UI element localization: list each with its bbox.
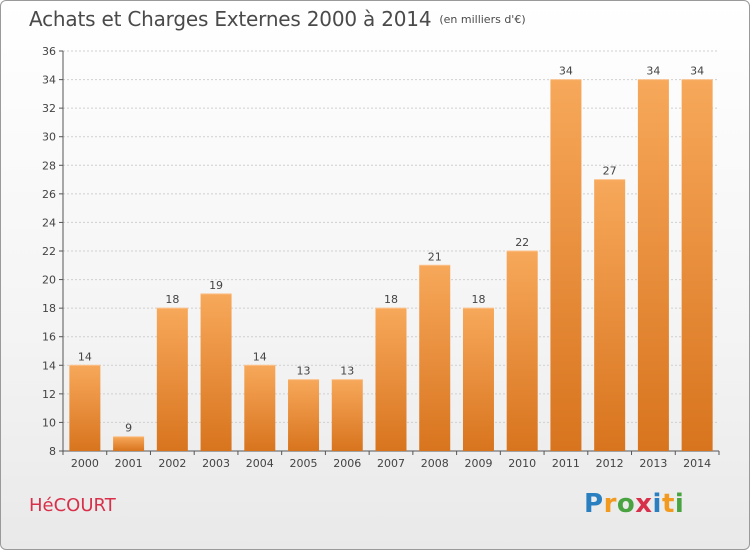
- y-tick-label: 16: [42, 331, 56, 344]
- x-tick-label: 2009: [464, 457, 492, 470]
- bar-value-label: 21: [428, 250, 442, 263]
- bar-value-label: 14: [253, 350, 267, 363]
- y-tick-label: 14: [42, 359, 56, 372]
- x-tick-label: 2014: [683, 457, 711, 470]
- bar: [156, 308, 188, 451]
- bar-value-label: 9: [125, 422, 132, 435]
- brand-logo-letter: i: [674, 489, 685, 519]
- x-tick-label: 2003: [202, 457, 230, 470]
- bar: [506, 251, 538, 451]
- brand-logo-letter: x: [635, 489, 653, 519]
- y-tick-label: 18: [42, 302, 56, 315]
- y-tick-label: 30: [42, 131, 56, 144]
- y-tick-label: 36: [42, 45, 56, 58]
- bar-value-label: 22: [515, 236, 529, 249]
- bar-value-label: 34: [690, 65, 704, 78]
- bar-value-label: 18: [471, 293, 485, 306]
- bar-value-label: 18: [165, 293, 179, 306]
- x-tick-label: 2008: [421, 457, 449, 470]
- x-tick-label: 2001: [115, 457, 143, 470]
- y-tick-label: 26: [42, 188, 56, 201]
- brand-logo-letter: r: [603, 489, 617, 519]
- bar-value-label: 14: [78, 350, 92, 363]
- bar: [244, 365, 276, 451]
- bar: [113, 436, 145, 451]
- x-tick-label: 2006: [333, 457, 361, 470]
- y-tick-label: 28: [42, 159, 56, 172]
- x-tick-label: 2011: [552, 457, 580, 470]
- y-tick-label: 8: [49, 445, 56, 458]
- bar: [375, 308, 407, 451]
- bar-value-label: 13: [297, 365, 311, 378]
- bar: [681, 79, 713, 452]
- x-tick-label: 2000: [71, 457, 99, 470]
- chart-title-block: Achats et Charges Externes 2000 à 2014 (e…: [29, 7, 526, 31]
- x-tick-label: 2010: [508, 457, 536, 470]
- y-tick-label: 20: [42, 274, 56, 287]
- bar: [419, 265, 451, 451]
- bar-value-label: 19: [209, 279, 223, 292]
- brand-logo-letter: P: [584, 489, 604, 519]
- brand-logo-letter: t: [661, 489, 675, 519]
- bar: [594, 179, 626, 452]
- bar: [288, 379, 320, 451]
- y-tick-label: 34: [42, 74, 56, 87]
- bar-value-label: 13: [340, 365, 354, 378]
- bar: [462, 308, 494, 451]
- bar: [550, 79, 582, 452]
- y-tick-label: 12: [42, 388, 56, 401]
- y-tick-label: 22: [42, 245, 56, 258]
- x-tick-label: 2005: [290, 457, 318, 470]
- bar: [331, 379, 363, 451]
- bar-value-label: 34: [646, 65, 660, 78]
- x-tick-label: 2012: [596, 457, 624, 470]
- commune-name: HéCOURT: [29, 495, 116, 516]
- chart-subtitle: (en milliers d'€): [439, 13, 526, 26]
- bar-value-label: 27: [603, 165, 617, 178]
- y-tick-label: 10: [42, 416, 56, 429]
- chart-title: Achats et Charges Externes 2000 à 2014: [29, 7, 432, 31]
- x-tick-label: 2004: [246, 457, 274, 470]
- x-tick-label: 2013: [639, 457, 667, 470]
- brand-logo: Proxiti: [584, 489, 684, 519]
- x-tick-label: 2007: [377, 457, 405, 470]
- brand-logo-letter: i: [652, 489, 662, 519]
- y-tick-label: 24: [42, 216, 56, 229]
- brand-logo-letter: o: [616, 489, 636, 519]
- bar-value-label: 18: [384, 293, 398, 306]
- x-tick-label: 2002: [158, 457, 186, 470]
- bar-value-label: 34: [559, 65, 573, 78]
- bar: [69, 365, 101, 451]
- bar: [200, 293, 232, 451]
- y-tick-label: 32: [42, 102, 56, 115]
- bar: [637, 79, 669, 452]
